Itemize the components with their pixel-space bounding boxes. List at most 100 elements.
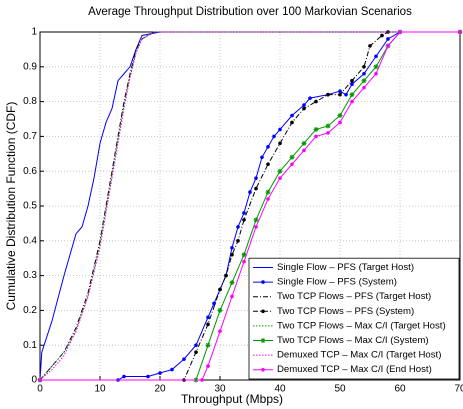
y-tick-label: 0.3: [23, 270, 37, 281]
y-tick-label: 1: [31, 27, 37, 38]
point: [229, 280, 235, 286]
y-tick-label: 0.6: [23, 166, 37, 177]
point: [374, 54, 378, 59]
point: [205, 342, 211, 348]
legend-label: Single Flow – PFS (System): [277, 277, 397, 288]
point: [242, 211, 246, 215]
point: [350, 99, 354, 104]
chart-title: Average Throughput Distribution over 100…: [88, 6, 412, 18]
x-tick-label: 30: [214, 384, 226, 395]
point: [230, 294, 234, 299]
point: [326, 92, 330, 97]
legend-marker: [261, 280, 265, 284]
point: [338, 120, 342, 125]
x-tick-label: 10: [94, 384, 106, 395]
legend-label: Single Flow – PFS (Target Host): [277, 262, 414, 273]
point: [236, 225, 240, 229]
point: [350, 82, 354, 86]
legend-marker: [261, 309, 265, 314]
point: [326, 131, 330, 135]
point: [254, 186, 258, 191]
point: [218, 329, 222, 334]
point: [314, 134, 318, 139]
point: [398, 30, 402, 34]
y-tick-label: 0.4: [23, 235, 37, 246]
y-tick-label: 0: [31, 375, 37, 386]
point: [290, 120, 294, 125]
point: [217, 307, 223, 313]
point: [350, 78, 354, 83]
y-tick-label: 0.9: [23, 61, 37, 72]
y-tick-label: 0.5: [23, 201, 37, 212]
point: [338, 89, 342, 93]
x-tick-label: 40: [274, 384, 286, 395]
point: [206, 364, 210, 368]
legend-label: Two TCP Flows – Max C/I (Target Host): [277, 320, 446, 331]
point: [253, 217, 259, 223]
point: [146, 374, 150, 379]
y-tick-label: 0.8: [23, 96, 37, 107]
point: [241, 252, 247, 258]
point: [182, 357, 186, 361]
series-line: [40, 31, 460, 381]
point: [278, 141, 282, 146]
point: [206, 315, 210, 320]
point: [362, 85, 366, 90]
y-tick-label: 0.7: [23, 131, 37, 142]
point: [242, 259, 246, 264]
point: [302, 148, 306, 153]
point: [212, 301, 216, 306]
point: [302, 103, 306, 107]
point: [344, 92, 348, 97]
x-tick-label: 0: [37, 384, 43, 395]
point: [380, 33, 384, 38]
point: [218, 287, 222, 292]
legend-label: Two TCP Flows – Max C/I (System): [277, 335, 429, 346]
point: [301, 140, 307, 146]
point: [230, 252, 234, 257]
point: [349, 92, 355, 98]
point: [122, 374, 126, 379]
point: [194, 350, 198, 354]
legend-label: Demuxed TCP – Max C/I (Target Host): [277, 350, 441, 361]
point: [266, 145, 270, 149]
x-tick-label: 50: [334, 384, 346, 395]
point: [206, 322, 210, 327]
point: [458, 30, 462, 34]
y-axis-label: Cumulative Distribution Function (CDF): [4, 102, 18, 311]
point: [278, 176, 282, 180]
point: [38, 378, 42, 382]
point: [254, 176, 258, 180]
point: [236, 239, 240, 243]
point: [362, 65, 366, 69]
point: [361, 78, 367, 84]
point: [230, 245, 234, 250]
x-tick-label: 20: [154, 384, 166, 395]
point: [313, 126, 319, 132]
point: [242, 218, 246, 222]
point: [290, 162, 294, 167]
legend-marker: [260, 338, 266, 343]
point: [278, 127, 282, 132]
point: [272, 134, 276, 139]
series-line: [39, 31, 460, 381]
x-tick-label: 70: [454, 384, 463, 395]
point: [290, 113, 294, 118]
point: [308, 96, 312, 100]
point: [266, 162, 270, 167]
point: [200, 378, 204, 382]
point: [194, 343, 198, 348]
point: [314, 99, 318, 104]
legend-label: Two TCP Flows – PFS (System): [277, 306, 414, 317]
series-line: [40, 31, 460, 381]
point: [289, 154, 295, 160]
point: [338, 92, 342, 97]
point: [254, 225, 258, 229]
point: [158, 371, 162, 375]
point: [386, 37, 390, 41]
point: [337, 113, 343, 119]
point: [277, 168, 283, 174]
point: [362, 71, 366, 76]
point: [266, 197, 270, 201]
legend-marker: [261, 367, 265, 372]
